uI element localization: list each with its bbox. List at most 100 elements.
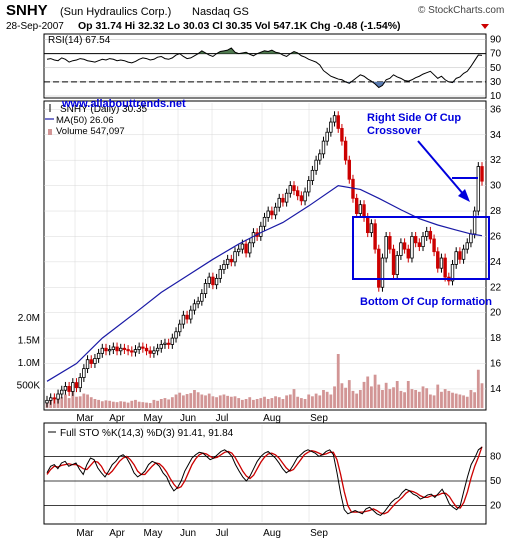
price-candle bbox=[115, 346, 119, 352]
price-candle bbox=[196, 300, 200, 305]
price-candle bbox=[303, 191, 307, 202]
price-candle bbox=[436, 251, 440, 269]
price-candle bbox=[391, 248, 396, 275]
price-candle bbox=[380, 257, 385, 288]
price-candle bbox=[270, 210, 274, 216]
price-candle bbox=[137, 346, 141, 350]
price-candle bbox=[67, 385, 71, 392]
price-candle bbox=[122, 347, 127, 350]
month-label: Jun bbox=[180, 413, 196, 424]
volume-bar bbox=[447, 390, 451, 408]
annotation-cup-right-2: Crossover bbox=[367, 125, 422, 137]
volume-bar bbox=[303, 399, 307, 408]
volume-bar bbox=[288, 394, 292, 408]
price-candle bbox=[362, 204, 366, 218]
price-candle bbox=[450, 263, 455, 282]
price-candle bbox=[413, 236, 418, 244]
volume-bar bbox=[130, 400, 134, 408]
company-name: (Sun Hydraulics Corp.) bbox=[60, 6, 171, 18]
website-url: www.allabouttrends.net bbox=[61, 98, 186, 110]
volume-bar bbox=[344, 387, 348, 408]
sto-tick-label: 80 bbox=[490, 451, 502, 462]
month-label: Sep bbox=[310, 413, 328, 424]
month-label-bottom: Sep bbox=[310, 528, 328, 539]
month-label: Mar bbox=[76, 413, 94, 424]
volume-bar bbox=[325, 391, 329, 408]
volume-bar bbox=[395, 381, 399, 408]
volume-bar bbox=[156, 400, 159, 408]
volume-bar bbox=[229, 396, 233, 408]
volume-bar bbox=[476, 369, 480, 408]
volume-bar bbox=[399, 390, 403, 408]
price-candle bbox=[141, 346, 145, 349]
price-candle bbox=[318, 153, 322, 161]
volume-bar bbox=[358, 390, 362, 408]
volume-bar bbox=[237, 398, 241, 408]
price-candle bbox=[185, 314, 189, 320]
price-candle bbox=[211, 276, 215, 286]
volume-bar bbox=[384, 382, 388, 408]
price-candle bbox=[166, 342, 171, 345]
volume-legend-swatch bbox=[48, 129, 52, 135]
volume-tick-label: 2.0M bbox=[18, 313, 40, 324]
volume-bar bbox=[123, 401, 126, 408]
volume-bar bbox=[97, 399, 101, 408]
volume-bar bbox=[174, 394, 178, 408]
price-candle bbox=[421, 236, 425, 248]
price-tick-label: 28 bbox=[490, 206, 502, 217]
volume-bar bbox=[392, 387, 395, 408]
price-candle bbox=[295, 190, 300, 197]
volume-bar bbox=[443, 389, 447, 408]
volume-bar bbox=[270, 398, 274, 408]
volume-bar bbox=[193, 390, 196, 408]
rsi-tick-label: 30 bbox=[490, 77, 502, 88]
volume-bar bbox=[248, 397, 252, 408]
volume-bar bbox=[410, 389, 414, 408]
month-label-bottom: Jun bbox=[180, 528, 196, 539]
volume-bar bbox=[347, 380, 351, 408]
price-candle bbox=[347, 159, 351, 180]
volume-bar bbox=[226, 395, 230, 408]
price-tick-label: 34 bbox=[490, 130, 502, 141]
price-candle bbox=[395, 255, 399, 275]
volume-bar bbox=[126, 402, 130, 408]
ma50-line bbox=[46, 184, 483, 382]
volume-bar bbox=[414, 390, 418, 408]
price-candle bbox=[174, 331, 178, 339]
price-candle bbox=[71, 382, 75, 392]
quote-date: 28-Sep-2007 bbox=[6, 21, 64, 32]
rsi-panel bbox=[43, 33, 487, 99]
price-candle bbox=[119, 347, 123, 352]
month-label: Apr bbox=[109, 413, 125, 424]
price-candle bbox=[410, 236, 414, 259]
annotation-cup-right-1: Right Side Of Cup bbox=[367, 112, 461, 124]
volume-bar bbox=[451, 392, 454, 408]
sto-k-line bbox=[46, 446, 483, 517]
volume-bar bbox=[428, 394, 432, 408]
price-candle bbox=[170, 337, 175, 345]
volume-bar bbox=[71, 390, 75, 408]
volume-bar bbox=[454, 393, 458, 408]
volume-bar bbox=[333, 386, 336, 408]
volume-bar bbox=[189, 393, 193, 408]
stochastic-panel bbox=[43, 422, 487, 525]
volume-bar bbox=[240, 399, 244, 408]
volume-bar bbox=[274, 396, 277, 408]
volume-bar bbox=[458, 394, 462, 408]
volume-bar bbox=[200, 394, 204, 408]
price-candle bbox=[56, 393, 60, 400]
volume-bar bbox=[104, 400, 108, 408]
price-candle bbox=[244, 243, 248, 254]
price-candle bbox=[192, 303, 197, 311]
annotation-arrow-line bbox=[417, 140, 465, 196]
volume-bar bbox=[108, 400, 112, 408]
price-candle bbox=[314, 159, 318, 171]
price-candle bbox=[229, 258, 234, 263]
volume-bar bbox=[181, 395, 185, 408]
price-candle bbox=[377, 248, 381, 288]
price-candle bbox=[144, 347, 149, 352]
volume-bar bbox=[89, 397, 93, 408]
volume-bar bbox=[355, 393, 359, 408]
volume-bar bbox=[406, 381, 410, 408]
volume-bar bbox=[351, 390, 355, 408]
